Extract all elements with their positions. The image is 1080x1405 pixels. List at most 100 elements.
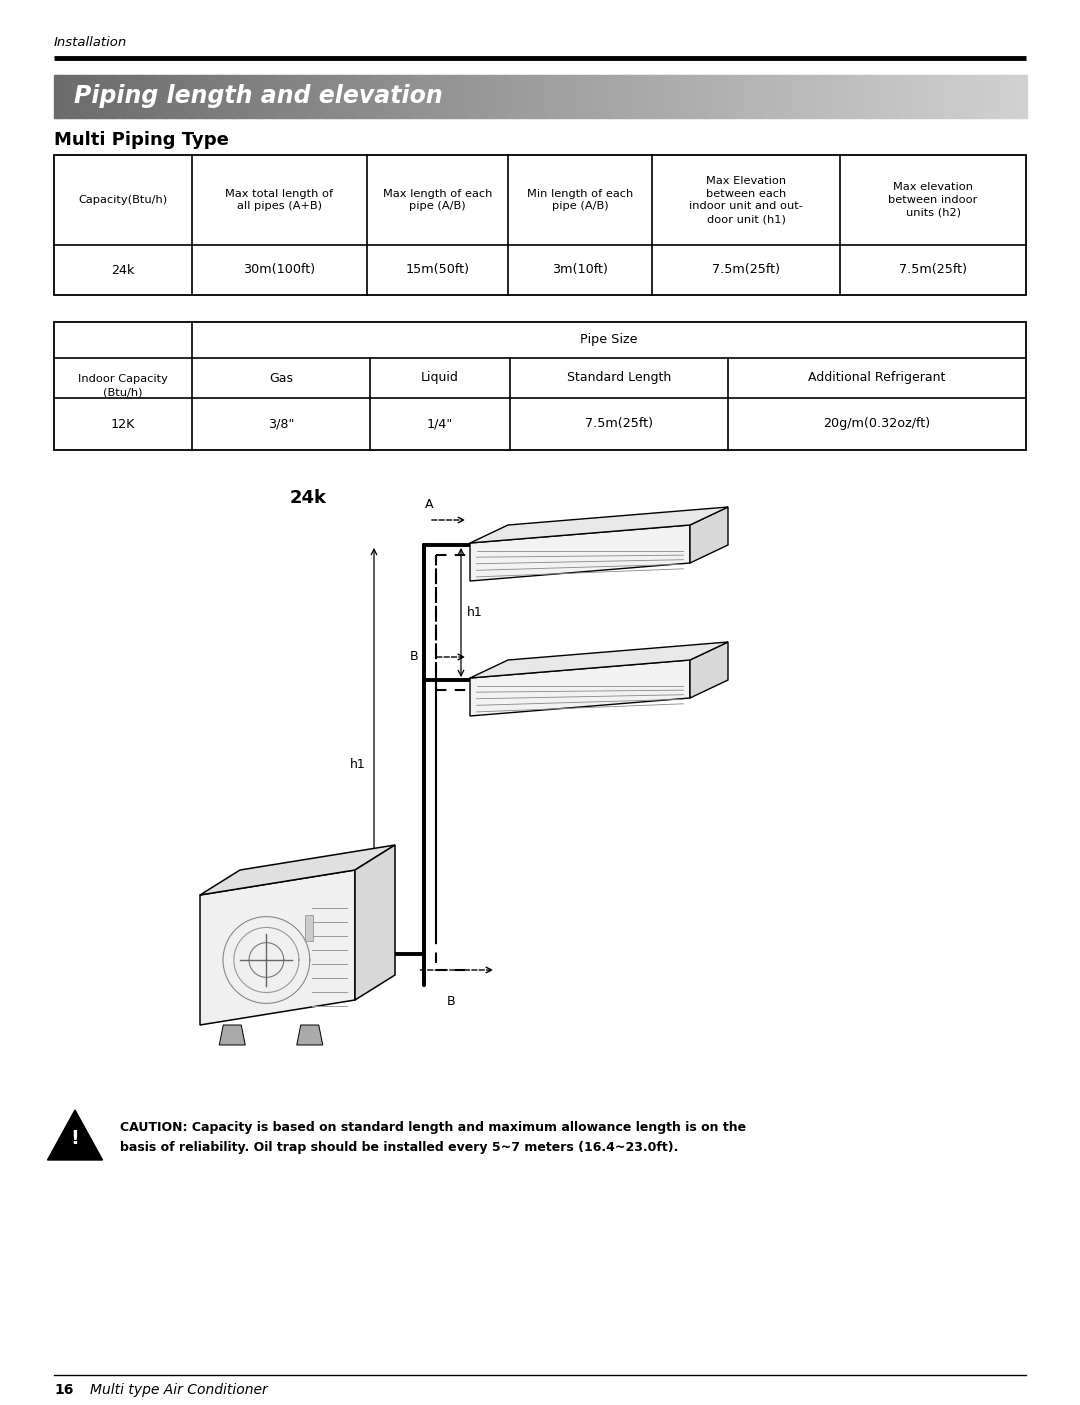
- Bar: [702, 74, 705, 118]
- Text: Piping length and elevation: Piping length and elevation: [75, 84, 443, 108]
- Bar: [796, 74, 799, 118]
- Bar: [216, 74, 219, 118]
- Bar: [770, 74, 773, 118]
- Bar: [640, 74, 644, 118]
- Bar: [537, 74, 540, 118]
- Bar: [300, 74, 303, 118]
- Bar: [485, 74, 488, 118]
- Bar: [890, 74, 893, 118]
- Text: Additional Refrigerant: Additional Refrigerant: [808, 371, 946, 385]
- Bar: [705, 74, 708, 118]
- Text: CAUTION: Capacity is based on standard length and maximum allowance length is on: CAUTION: Capacity is based on standard l…: [120, 1121, 746, 1134]
- Bar: [271, 74, 274, 118]
- Bar: [122, 74, 125, 118]
- Bar: [200, 74, 203, 118]
- Bar: [1010, 74, 1013, 118]
- Bar: [67, 74, 70, 118]
- Bar: [945, 74, 948, 118]
- Bar: [349, 74, 352, 118]
- Bar: [563, 74, 566, 118]
- Bar: [734, 74, 738, 118]
- Bar: [692, 74, 696, 118]
- Bar: [799, 74, 802, 118]
- Bar: [789, 74, 793, 118]
- Bar: [958, 74, 961, 118]
- Bar: [77, 74, 80, 118]
- Bar: [660, 74, 663, 118]
- Bar: [783, 74, 786, 118]
- Bar: [608, 74, 611, 118]
- Polygon shape: [470, 525, 690, 582]
- Bar: [443, 74, 446, 118]
- Bar: [524, 74, 527, 118]
- Bar: [653, 74, 657, 118]
- Bar: [679, 74, 683, 118]
- Bar: [397, 74, 401, 118]
- Bar: [582, 74, 585, 118]
- Bar: [595, 74, 598, 118]
- Bar: [478, 74, 482, 118]
- Bar: [167, 74, 171, 118]
- Bar: [605, 74, 608, 118]
- Bar: [916, 74, 919, 118]
- Bar: [1016, 74, 1020, 118]
- Bar: [239, 74, 242, 118]
- Bar: [145, 74, 148, 118]
- Text: h1: h1: [467, 606, 483, 620]
- Text: Standard Length: Standard Length: [567, 371, 671, 385]
- Bar: [488, 74, 491, 118]
- Bar: [482, 74, 485, 118]
- Bar: [375, 74, 378, 118]
- Bar: [848, 74, 851, 118]
- Bar: [465, 74, 469, 118]
- Bar: [534, 74, 537, 118]
- Text: 12K: 12K: [111, 417, 135, 430]
- Bar: [699, 74, 702, 118]
- Polygon shape: [690, 642, 728, 698]
- Bar: [372, 74, 375, 118]
- Text: Installation: Installation: [54, 35, 127, 49]
- Bar: [870, 74, 874, 118]
- Bar: [203, 74, 206, 118]
- Bar: [579, 74, 582, 118]
- Bar: [407, 74, 410, 118]
- Bar: [618, 74, 621, 118]
- Bar: [180, 74, 184, 118]
- Bar: [54, 322, 1026, 450]
- Bar: [329, 74, 333, 118]
- Text: 30m(100ft): 30m(100ft): [243, 264, 315, 277]
- Bar: [825, 74, 828, 118]
- Bar: [297, 74, 300, 118]
- Bar: [362, 74, 365, 118]
- Bar: [757, 74, 760, 118]
- Bar: [939, 74, 942, 118]
- Bar: [73, 74, 77, 118]
- Bar: [942, 74, 945, 118]
- Text: 16: 16: [54, 1383, 73, 1397]
- Bar: [352, 74, 355, 118]
- Bar: [427, 74, 430, 118]
- Bar: [861, 74, 864, 118]
- Bar: [621, 74, 624, 118]
- Bar: [158, 74, 161, 118]
- Bar: [511, 74, 514, 118]
- Polygon shape: [200, 870, 355, 1026]
- Text: Max Elevation
between each
indoor unit and out-
door unit (h1): Max Elevation between each indoor unit a…: [689, 176, 802, 225]
- Bar: [404, 74, 407, 118]
- Bar: [744, 74, 747, 118]
- Text: Max length of each
pipe (A/B): Max length of each pipe (A/B): [382, 188, 492, 211]
- Bar: [657, 74, 660, 118]
- Bar: [222, 74, 226, 118]
- Bar: [60, 74, 64, 118]
- Bar: [171, 74, 174, 118]
- Bar: [887, 74, 890, 118]
- Bar: [495, 74, 498, 118]
- Bar: [527, 74, 530, 118]
- Bar: [281, 74, 284, 118]
- Bar: [252, 74, 255, 118]
- Bar: [631, 74, 634, 118]
- Text: h1: h1: [350, 759, 366, 771]
- Bar: [615, 74, 618, 118]
- Bar: [858, 74, 861, 118]
- Bar: [313, 74, 316, 118]
